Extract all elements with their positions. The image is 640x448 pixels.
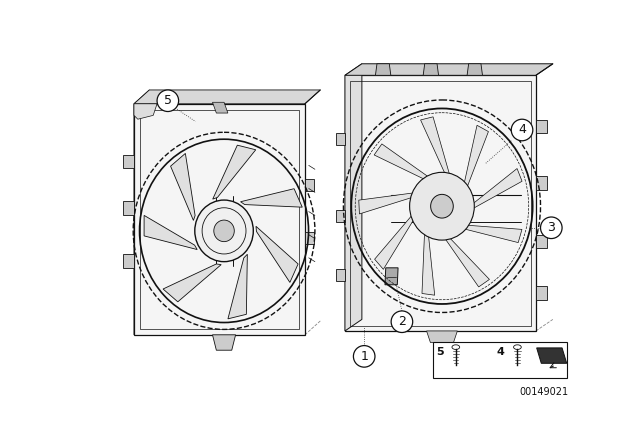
Polygon shape — [305, 232, 314, 244]
Text: 00149021: 00149021 — [519, 387, 568, 397]
Polygon shape — [123, 155, 134, 168]
Text: 5: 5 — [164, 94, 172, 107]
Polygon shape — [345, 75, 536, 331]
Polygon shape — [536, 176, 547, 190]
Polygon shape — [134, 104, 305, 335]
Polygon shape — [471, 168, 522, 210]
Ellipse shape — [195, 200, 253, 262]
Text: 4: 4 — [497, 347, 504, 357]
Ellipse shape — [511, 119, 533, 141]
Polygon shape — [144, 215, 197, 250]
Polygon shape — [134, 104, 157, 119]
Polygon shape — [444, 236, 490, 287]
Polygon shape — [305, 178, 314, 191]
Polygon shape — [359, 193, 416, 214]
Polygon shape — [336, 210, 345, 222]
Polygon shape — [420, 117, 450, 177]
Ellipse shape — [431, 194, 453, 218]
Ellipse shape — [410, 172, 474, 240]
Polygon shape — [171, 153, 195, 220]
Polygon shape — [536, 286, 547, 300]
Polygon shape — [212, 102, 228, 113]
Ellipse shape — [541, 217, 562, 238]
Polygon shape — [345, 64, 553, 75]
Polygon shape — [345, 64, 362, 331]
Polygon shape — [376, 64, 391, 75]
Polygon shape — [462, 225, 522, 243]
Ellipse shape — [353, 345, 375, 367]
Polygon shape — [256, 226, 298, 282]
Polygon shape — [134, 90, 149, 335]
Polygon shape — [123, 254, 134, 268]
Polygon shape — [467, 64, 483, 75]
Polygon shape — [427, 331, 458, 343]
Polygon shape — [536, 235, 547, 248]
Bar — [433, 342, 566, 378]
Polygon shape — [463, 125, 488, 189]
Text: 2: 2 — [398, 315, 406, 328]
Text: 1: 1 — [360, 350, 368, 363]
Polygon shape — [123, 201, 134, 215]
Polygon shape — [374, 144, 430, 181]
Ellipse shape — [214, 220, 234, 241]
Text: 4: 4 — [518, 124, 526, 137]
Polygon shape — [423, 64, 438, 75]
Polygon shape — [212, 145, 256, 199]
Polygon shape — [163, 264, 221, 302]
Polygon shape — [336, 133, 345, 146]
Ellipse shape — [391, 311, 413, 332]
Polygon shape — [374, 213, 415, 269]
Polygon shape — [212, 335, 236, 350]
Text: 3: 3 — [547, 221, 556, 234]
Polygon shape — [228, 254, 247, 319]
Text: 5: 5 — [436, 347, 444, 357]
Polygon shape — [385, 268, 398, 285]
Polygon shape — [336, 268, 345, 281]
Polygon shape — [134, 90, 320, 104]
Polygon shape — [241, 189, 302, 207]
Ellipse shape — [157, 90, 179, 112]
Polygon shape — [536, 120, 547, 134]
Polygon shape — [537, 348, 566, 363]
Polygon shape — [422, 231, 435, 295]
